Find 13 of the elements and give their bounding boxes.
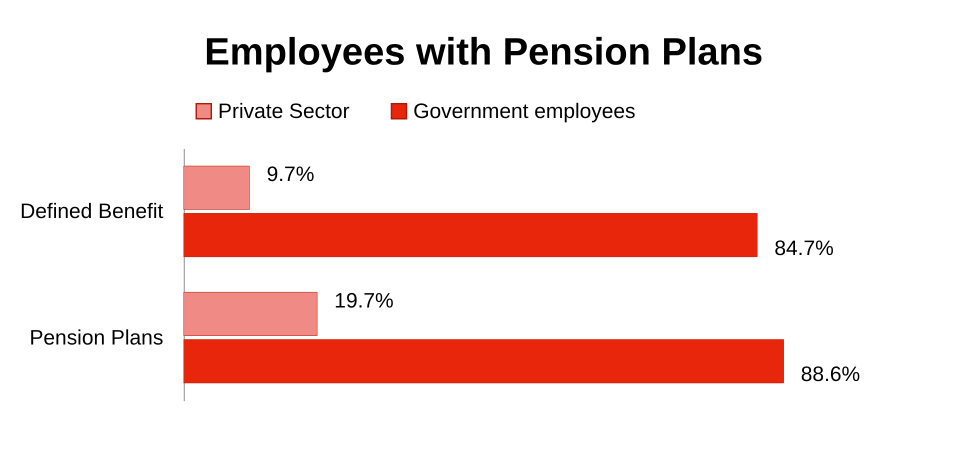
- data-label: 84.7%: [774, 237, 834, 260]
- legend-label: Government employees: [413, 100, 636, 123]
- y-tick-label: Defined Benefit: [20, 200, 164, 224]
- data-label: 19.7%: [334, 289, 394, 312]
- legend-label: Private Sector: [218, 100, 350, 123]
- bar: [184, 292, 318, 336]
- bar: [184, 339, 784, 384]
- bar: [184, 166, 250, 210]
- data-label: 88.6%: [800, 363, 860, 386]
- chart-title: Employees with Pension Plans: [204, 32, 764, 74]
- y-tick-label: Pension Plans: [29, 326, 164, 350]
- bar: [184, 213, 758, 258]
- data-label: 9.7%: [266, 163, 314, 186]
